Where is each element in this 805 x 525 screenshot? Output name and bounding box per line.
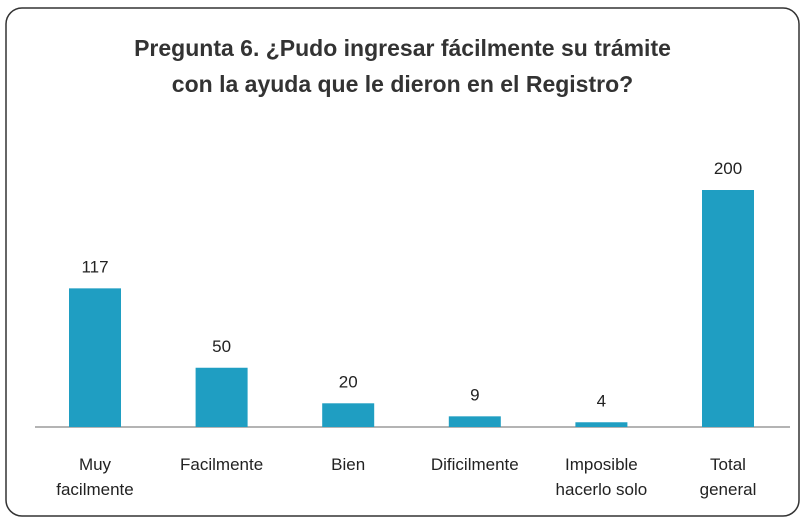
data-label: 50 bbox=[212, 337, 231, 356]
x-tick-label: Dificilmente bbox=[430, 455, 519, 474]
bar bbox=[702, 190, 754, 427]
bar bbox=[448, 416, 501, 427]
x-tick-label: Imposible hacerlo solo bbox=[555, 455, 648, 499]
chart-title: Pregunta 6. ¿Pudo ingresar fácilmente su… bbox=[134, 35, 671, 97]
bar bbox=[322, 403, 375, 427]
x-label-box: Muy facilmente bbox=[56, 455, 134, 499]
data-label: 200 bbox=[714, 159, 742, 178]
data-label: 4 bbox=[597, 391, 606, 410]
data-label: 117 bbox=[81, 257, 108, 276]
data-label: 9 bbox=[470, 385, 479, 404]
bar bbox=[195, 367, 248, 427]
data-label: 20 bbox=[339, 372, 358, 391]
x-label-box: Dificilmente bbox=[430, 455, 519, 474]
x-label-box: Imposible hacerlo solo bbox=[555, 455, 648, 499]
bar bbox=[575, 422, 628, 427]
x-tick-label: Bien bbox=[331, 455, 366, 474]
x-tick-label: Muy facilmente bbox=[56, 455, 134, 499]
x-tick-label: Facilmente bbox=[180, 455, 264, 474]
x-label-box: Bien bbox=[331, 455, 366, 474]
x-tick-label: Total general bbox=[699, 455, 757, 499]
bar bbox=[69, 288, 121, 427]
x-label-box: Total general bbox=[699, 455, 757, 499]
title-box: Pregunta 6. ¿Pudo ingresar fácilmente su… bbox=[134, 35, 671, 97]
x-label-box: Facilmente bbox=[180, 455, 264, 474]
